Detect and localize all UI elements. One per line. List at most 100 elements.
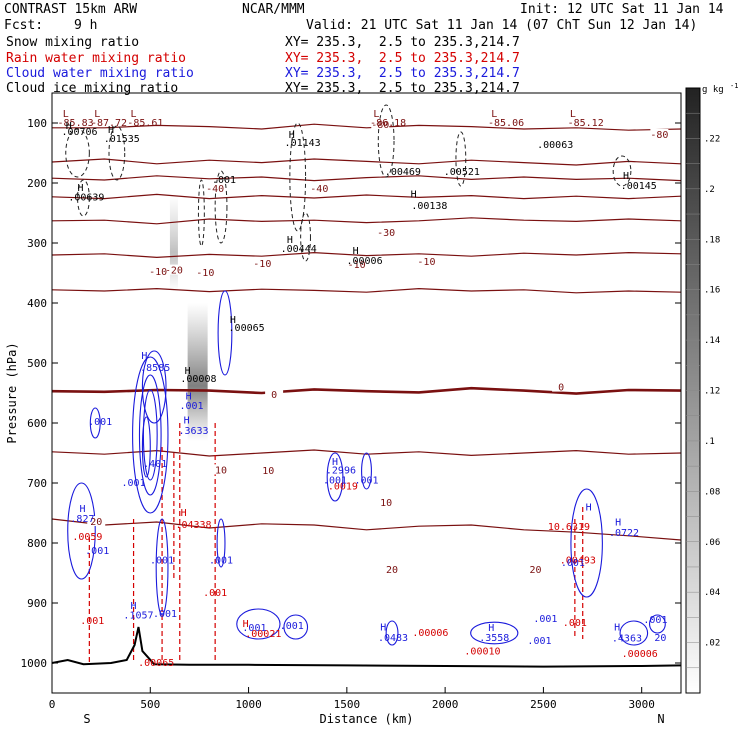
- temperature-label-bg: [212, 464, 231, 475]
- temperature-label-bg: [371, 118, 390, 129]
- colorbar-tick-label: .14: [704, 336, 720, 346]
- temperature-contour: [51, 217, 682, 225]
- temperature-label: 20: [90, 517, 102, 528]
- cloud-water-label: .4363: [612, 633, 642, 644]
- model-title: CONTRAST 15km ARW: [4, 2, 138, 17]
- cloud-water-label: .1057: [123, 611, 153, 622]
- temperature-label-bg: [149, 265, 168, 276]
- temperature-label-bg: [87, 516, 106, 526]
- snow-contour: [455, 131, 467, 187]
- colorbar-unit-exponent: -1: [730, 82, 738, 90]
- temperature-extrema-label: L: [131, 109, 137, 120]
- snow-contour: [108, 125, 126, 181]
- snow-label: H: [623, 171, 629, 182]
- snow-label: .00006: [346, 256, 382, 267]
- colorbar-tick-label: .08: [704, 487, 720, 497]
- temperature-label-bg: [196, 267, 215, 277]
- cloud-water-label: H: [615, 518, 621, 529]
- snow-contour: [197, 179, 205, 247]
- snow-label: .00444: [281, 244, 317, 255]
- cloud-water-label: .001: [323, 476, 347, 487]
- cloud-water-label: .001: [533, 614, 557, 625]
- temperature-label-bg: [164, 264, 183, 275]
- temperature-contour: [51, 251, 682, 259]
- cloud-water-label: H: [380, 623, 386, 634]
- cloud-water-contour-inner: [141, 416, 151, 478]
- cloud-water-contour: [216, 518, 226, 568]
- snow-contour: [289, 122, 307, 232]
- field-name-snow: Snow mixing ratio: [6, 35, 140, 50]
- temperature-contour: [51, 518, 682, 541]
- temperature-label-bg: [383, 564, 402, 574]
- cloud-water-label: H: [332, 457, 338, 468]
- cloud-water-contour: [217, 290, 233, 376]
- cloud-water-contour: [283, 614, 309, 640]
- plot-frame: [51, 92, 682, 694]
- temperature-label-bg: [347, 259, 366, 270]
- temperature-extrema-label: -85.12: [568, 118, 604, 129]
- temperature-label-bg: [377, 496, 396, 507]
- snow-shading: [187, 303, 208, 441]
- temperature-contour: [51, 287, 682, 294]
- temperature-contour: [51, 158, 682, 166]
- temperature-label: -80: [650, 130, 668, 141]
- cloud-water-label: .001: [527, 636, 551, 647]
- snow-label: .00145: [621, 181, 657, 192]
- temperature-label: 20: [530, 565, 542, 576]
- rain-label: .00010: [464, 647, 500, 658]
- terrain-line: [51, 626, 682, 668]
- temperature-contour: [51, 175, 682, 182]
- init-time: Init: 12 UTC Sat 11 Jan 14: [520, 2, 724, 17]
- temperature-label: -30: [377, 228, 395, 239]
- cloud-water-label: 20: [654, 633, 666, 644]
- snow-contour: [300, 212, 311, 262]
- cloud-water-label: .8585: [140, 363, 170, 374]
- temperature-extrema-label: L: [491, 109, 497, 120]
- snow-label: .00138: [411, 201, 447, 212]
- cloud-water-label: .001: [209, 555, 233, 566]
- temperature-label: -10: [253, 259, 271, 270]
- field-name-cloud-ice: Cloud ice mixing ratio: [6, 81, 179, 96]
- x-axis-title: Distance (km): [320, 712, 414, 726]
- x-end-label-start: S: [83, 712, 90, 726]
- cloud-water-label: .001: [643, 615, 667, 626]
- cloud-water-label: .001: [88, 417, 112, 428]
- snow-label: H: [230, 315, 236, 326]
- cloud-water-label: .401: [143, 459, 167, 470]
- rain-label: .001: [203, 588, 227, 599]
- temperature-contour: [52, 123, 682, 131]
- temperature-extrema-label: -86.18: [370, 118, 406, 129]
- temperature-label: -10: [196, 268, 214, 279]
- temperature-label: -10: [149, 267, 167, 278]
- field-xy-snow: XY= 235.3, 2.5 to 235.3,214.7: [285, 35, 520, 50]
- cloud-water-contour: [361, 452, 372, 490]
- cloud-water-label: H: [79, 504, 85, 515]
- y-axis-title: Pressure (hPa): [5, 342, 19, 443]
- cloud-water-label: .3633: [178, 426, 208, 437]
- fcst-value: 9 h: [74, 18, 98, 33]
- temperature-label: 10: [262, 466, 274, 477]
- cloud-water-label: .001: [242, 623, 266, 634]
- cloud-water-contour: [141, 350, 167, 424]
- x-tick-label: 3000: [628, 698, 655, 711]
- temperature-label-bg: [253, 258, 272, 268]
- rain-label: .00021: [245, 629, 281, 640]
- cloud-water-label: .0722: [609, 528, 639, 539]
- snow-label: H: [108, 125, 114, 136]
- snow-label: .001: [212, 175, 236, 186]
- valid-time: Valid: 21 UTC Sat 11 Jan 14 (07 ChT Sun …: [306, 18, 698, 33]
- temperature-label-bg: [552, 381, 571, 392]
- temperature-label: 0: [558, 383, 564, 394]
- temperature-label: 10: [215, 465, 227, 476]
- cloud-water-label: .001: [153, 609, 177, 620]
- snow-label: H: [289, 130, 295, 141]
- colorbar-tick-label: .06: [704, 538, 720, 548]
- temperature-label: 20: [386, 565, 398, 576]
- y-tick-label: 800: [27, 537, 47, 550]
- temperature-label: -10: [348, 260, 366, 271]
- temperature-label: -40: [206, 184, 224, 195]
- snow-label: H: [353, 246, 359, 257]
- cloud-water-contour: [67, 482, 96, 580]
- cloud-water-contour: [470, 621, 519, 645]
